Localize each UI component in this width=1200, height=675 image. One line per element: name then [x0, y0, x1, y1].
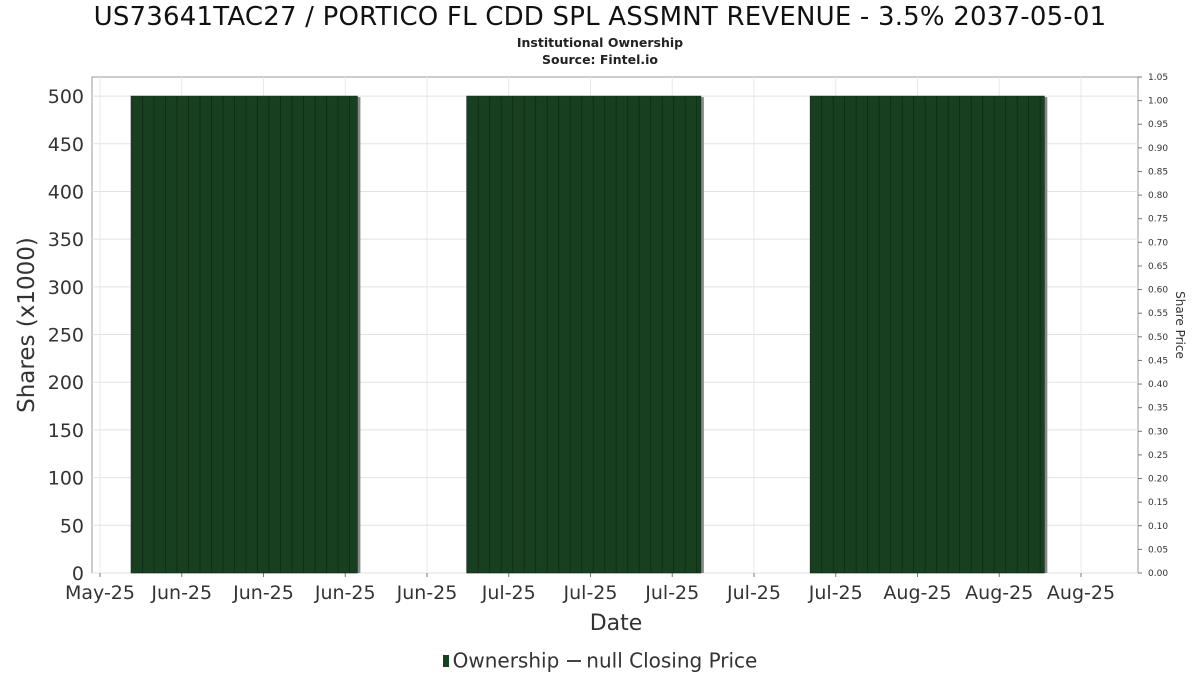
y2-axis-title: Share Price: [1173, 291, 1187, 359]
legend-price-swatch: [567, 659, 582, 662]
chart-canvas: 0 50 100 150 200 250 300 350 400 450 500 0.00 0.05 0.…: [14, 73, 1187, 636]
y-tick-label: 200: [48, 372, 84, 394]
y-tick-label: 150: [48, 420, 84, 442]
bar-shadow: [1044, 97, 1048, 574]
legend-price-label: null Closing Price: [586, 648, 758, 673]
y-tick-label: 0: [72, 563, 84, 585]
x-tick-label: Aug-25: [883, 582, 951, 604]
chart-title: US73641TAC27 / PORTICO FL CDD SPL ASSMNT…: [93, 2, 1107, 32]
y2-tick-label: 1.05: [1148, 73, 1168, 83]
y2-tick-label: 0.50: [1148, 333, 1168, 343]
x-tick-label: May-25: [65, 582, 135, 604]
chart-legend: Ownership null Closing Price: [0, 647, 1200, 673]
chart-subtitle: Institutional Ownership: [516, 35, 684, 50]
ownership-bar: [466, 95, 702, 574]
x-tick-label: Jul-25: [644, 582, 699, 604]
x-tick-label: Jun-25: [396, 582, 458, 604]
y2-tick-label: 0.75: [1148, 215, 1168, 225]
y-tick-label: 500: [48, 86, 84, 108]
y2-tick-label: 0.85: [1148, 167, 1168, 177]
x-tick-label: Jun-25: [150, 582, 212, 604]
y2-tick-label: 0.70: [1148, 238, 1168, 248]
y2-tick-label: 0.35: [1148, 404, 1168, 414]
y2-tick-label: 0.60: [1148, 286, 1168, 296]
chart-source: Source: Fintel.io: [542, 52, 658, 67]
y2-tick-label: 0.45: [1148, 356, 1168, 366]
x-tick-label: Aug-25: [1047, 582, 1115, 604]
y2-tick-label: 0.80: [1148, 191, 1168, 201]
y2-tick-label: 0.05: [1148, 545, 1168, 555]
y2-tick-label: 0.25: [1148, 451, 1168, 461]
y2-tick-label: 0.00: [1148, 569, 1168, 579]
y-tick-label: 250: [48, 325, 84, 347]
y2-tick-label: 0.15: [1148, 498, 1168, 508]
y2-tick-label: 0.20: [1148, 475, 1168, 485]
x-axis-title: Date: [590, 611, 643, 636]
y2-tick-label: 0.10: [1148, 522, 1168, 532]
y-axis-title: Shares (x1000): [14, 237, 40, 413]
y2-tick-label: 0.90: [1148, 144, 1168, 154]
x-tick-label: Jul-25: [808, 582, 863, 604]
y2-tick-label: 0.95: [1148, 120, 1168, 130]
x-tick-label: Jul-25: [726, 582, 781, 604]
bar-shadow: [357, 97, 361, 574]
y-tick-label: 350: [48, 229, 84, 251]
y-tick-label: 100: [48, 468, 84, 490]
ownership-bar: [130, 95, 358, 574]
y2-tick-label: 0.30: [1148, 427, 1168, 437]
legend-ownership-swatch: [442, 654, 449, 667]
x-tick-label: Jul-25: [563, 582, 618, 604]
x-tick-label: Jul-25: [481, 582, 536, 604]
legend-ownership-label: Ownership: [452, 648, 560, 673]
y2-tick-label: 0.40: [1148, 380, 1168, 390]
y-tick-label: 50: [60, 515, 84, 537]
y2-tick-label: 0.65: [1148, 262, 1168, 272]
y2-tick-label: 0.55: [1148, 309, 1168, 319]
y2-tick-label: 1.00: [1148, 97, 1168, 107]
y-tick-label: 300: [48, 277, 84, 299]
bar-shadow: [700, 97, 704, 574]
x-tick-label: Jun-25: [314, 582, 376, 604]
y-tick-label: 450: [48, 134, 84, 156]
y-tick-label: 400: [48, 181, 84, 203]
x-tick-label: Aug-25: [965, 582, 1033, 604]
ownership-bar: [809, 95, 1045, 574]
x-tick-label: Jun-25: [232, 582, 294, 604]
